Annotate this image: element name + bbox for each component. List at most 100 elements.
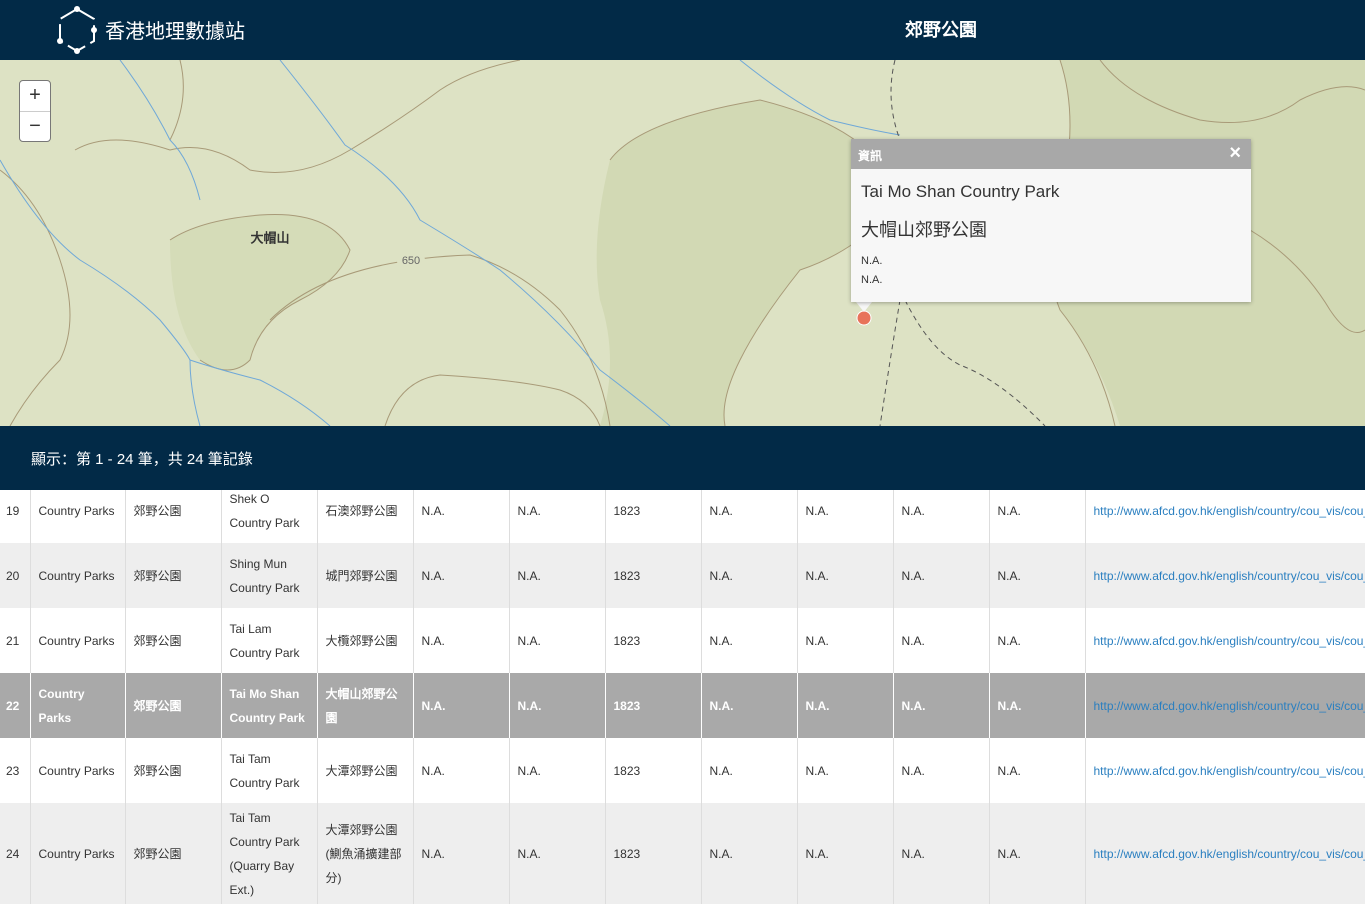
field: N.A. bbox=[989, 543, 1086, 608]
field: N.A. bbox=[989, 803, 1086, 904]
logo-icon bbox=[57, 6, 97, 54]
place-label: 大帽山 bbox=[250, 230, 289, 245]
category-zh: 郊野公園 bbox=[125, 673, 222, 738]
field: N.A. bbox=[989, 738, 1086, 803]
field: N.A. bbox=[701, 738, 798, 803]
field: N.A. bbox=[413, 608, 510, 673]
field-code: 1823 bbox=[605, 803, 702, 904]
field: N.A. bbox=[797, 608, 894, 673]
row-index: 23 bbox=[0, 738, 31, 803]
field: N.A. bbox=[797, 803, 894, 904]
map-marker[interactable] bbox=[856, 310, 872, 326]
field: N.A. bbox=[797, 738, 894, 803]
name-en: Tai Mo Shan Country Park bbox=[221, 673, 318, 738]
row-index: 22 bbox=[0, 673, 31, 738]
table-row[interactable]: 20 Country Parks 郊野公園 Shing Mun Country Par… bbox=[0, 543, 1365, 608]
field: N.A. bbox=[701, 673, 798, 738]
records-bar: 顯示：第 1 - 24 筆，共 24 筆記錄 bbox=[0, 426, 1365, 490]
category-en: Country Parks bbox=[30, 490, 126, 543]
category-en: Country Parks bbox=[30, 673, 126, 738]
popup-name-en: Tai Mo Shan Country Park bbox=[861, 182, 1060, 201]
field: N.A. bbox=[413, 803, 510, 904]
field: N.A. bbox=[893, 673, 990, 738]
records-text: 顯示：第 1 - 24 筆，共 24 筆記錄 bbox=[31, 451, 253, 468]
table-row[interactable]: 21 Country Parks 郊野公園 Tai Lam Country Park 大… bbox=[0, 608, 1365, 673]
field: N.A. bbox=[989, 608, 1086, 673]
link[interactable]: http://www.afcd.gov.hk/english/country/c… bbox=[1093, 503, 1365, 518]
popup-title: 資訊 bbox=[858, 149, 883, 163]
header: 香港地理數據站 郊野公園 bbox=[0, 0, 1365, 60]
category-zh: 郊野公園 bbox=[125, 490, 222, 543]
field: N.A. bbox=[989, 673, 1086, 738]
table-row[interactable]: 22 Country Parks 郊野公園 Tai Mo Shan Country P… bbox=[0, 673, 1365, 738]
table-row[interactable]: 24 Country Parks 郊野公園 Tai Tam Country Park … bbox=[0, 803, 1365, 904]
name-zh: 石澳郊野公園 bbox=[317, 490, 414, 543]
field: N.A. bbox=[893, 490, 990, 543]
link[interactable]: http://www.afcd.gov.hk/english/country/c… bbox=[1093, 846, 1365, 861]
field: N.A. bbox=[509, 738, 606, 803]
field: N.A. bbox=[509, 803, 606, 904]
row-index: 19 bbox=[0, 490, 31, 543]
name-zh: 大帽山郊野公園 bbox=[317, 673, 414, 738]
field: N.A. bbox=[701, 543, 798, 608]
map[interactable]: 650 大帽山 + − 資訊 × Tai Mo Shan Country Par… bbox=[0, 60, 1365, 426]
link[interactable]: http://www.afcd.gov.hk/english/country/c… bbox=[1093, 568, 1365, 583]
field: N.A. bbox=[413, 673, 510, 738]
page-title: 郊野公園 bbox=[905, 20, 977, 40]
category-en: Country Parks bbox=[30, 608, 126, 673]
popup-line: N.A. bbox=[861, 274, 883, 286]
field: N.A. bbox=[893, 543, 990, 608]
zoom-control: + − bbox=[19, 80, 51, 142]
category-zh: 郊野公園 bbox=[125, 803, 222, 904]
field-code: 1823 bbox=[605, 738, 702, 803]
field: N.A. bbox=[893, 608, 990, 673]
popup-line: N.A. bbox=[861, 255, 883, 267]
name-zh: 城門郊野公園 bbox=[317, 543, 414, 608]
field-code: 1823 bbox=[605, 608, 702, 673]
field-code: 1823 bbox=[605, 490, 702, 543]
table-container: 19 Country Parks 郊野公園 Shek O Country Park 石澳… bbox=[0, 490, 1365, 905]
name-en: Tai Tam Country Park bbox=[221, 738, 318, 803]
link[interactable]: http://www.afcd.gov.hk/english/country/c… bbox=[1093, 698, 1365, 713]
popup-close[interactable]: × bbox=[1229, 142, 1241, 164]
category-zh: 郊野公園 bbox=[125, 608, 222, 673]
field: N.A. bbox=[797, 673, 894, 738]
zoom-out[interactable]: − bbox=[20, 111, 50, 142]
field: N.A. bbox=[893, 803, 990, 904]
field: N.A. bbox=[989, 490, 1086, 543]
category-zh: 郊野公園 bbox=[125, 738, 222, 803]
name-zh: 大欖郊野公園 bbox=[317, 608, 414, 673]
category-en: Country Parks bbox=[30, 803, 126, 904]
link[interactable]: http://www.afcd.gov.hk/english/country/c… bbox=[1093, 763, 1365, 778]
popup-name-zh: 大帽山郊野公園 bbox=[861, 220, 987, 240]
field-code: 1823 bbox=[605, 673, 702, 738]
field: N.A. bbox=[509, 608, 606, 673]
popup-header: 資訊 × bbox=[851, 139, 1251, 169]
name-en: Shing Mun Country Park bbox=[221, 543, 318, 608]
field: N.A. bbox=[893, 738, 990, 803]
field: N.A. bbox=[413, 543, 510, 608]
zoom-in[interactable]: + bbox=[29, 84, 41, 106]
field: N.A. bbox=[413, 490, 510, 543]
name-en: Tai Tam Country Park (Quarry Bay Ext.) bbox=[221, 803, 318, 904]
name-en: Shek O Country Park bbox=[221, 490, 318, 543]
field: N.A. bbox=[509, 490, 606, 543]
logo-text[interactable]: 香港地理數據站 bbox=[105, 21, 245, 43]
name-en: Tai Lam Country Park bbox=[221, 608, 318, 673]
table-row[interactable]: 19 Country Parks 郊野公園 Shek O Country Park 石澳… bbox=[0, 490, 1365, 543]
info-popup: 資訊 × Tai Mo Shan Country Park 大帽山郊野公園 N.… bbox=[851, 139, 1251, 302]
field: N.A. bbox=[701, 490, 798, 543]
category-en: Country Parks bbox=[30, 738, 126, 803]
field: N.A. bbox=[797, 543, 894, 608]
field: N.A. bbox=[797, 490, 894, 543]
row-index: 21 bbox=[0, 608, 31, 673]
field-code: 1823 bbox=[605, 543, 702, 608]
table-row[interactable]: 23 Country Parks 郊野公園 Tai Tam Country Park 大… bbox=[0, 738, 1365, 803]
field: N.A. bbox=[509, 673, 606, 738]
field: N.A. bbox=[701, 608, 798, 673]
link[interactable]: http://www.afcd.gov.hk/english/country/c… bbox=[1093, 633, 1365, 648]
row-index: 24 bbox=[0, 803, 31, 904]
field: N.A. bbox=[701, 803, 798, 904]
name-zh: 大潭郊野公園 (鰂魚涌擴建部分) bbox=[317, 803, 414, 904]
